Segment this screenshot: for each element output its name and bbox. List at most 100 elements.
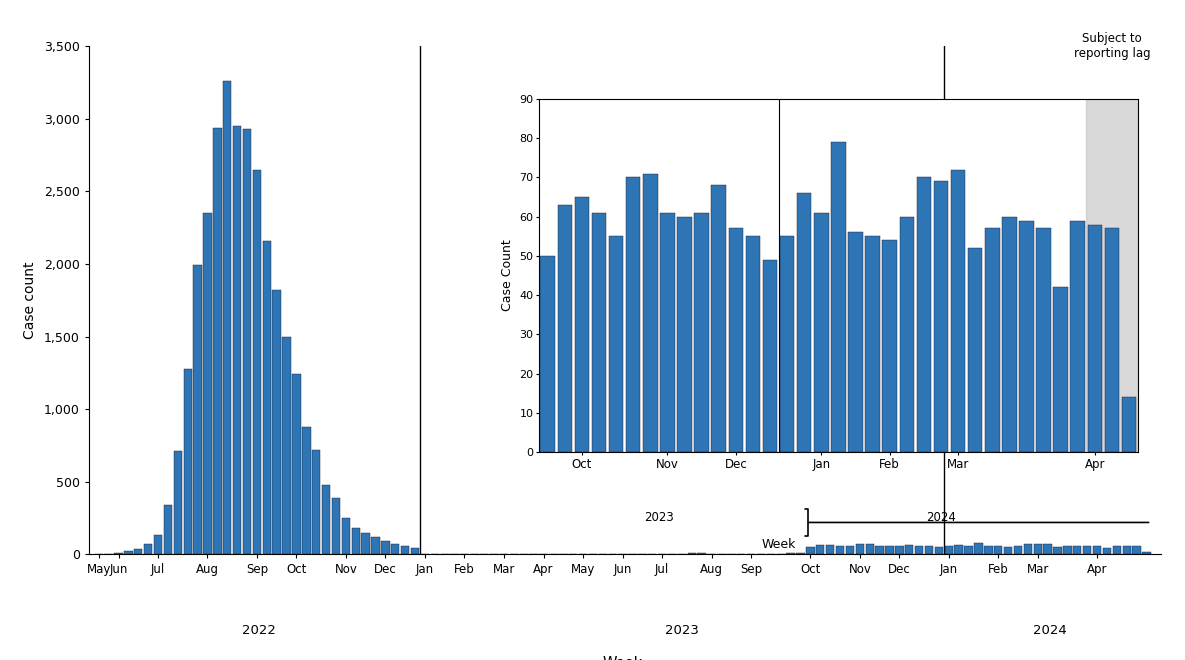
Bar [806,547,814,554]
Bar [915,546,923,554]
Bar [895,546,904,554]
Y-axis label: Case count: Case count [23,261,37,339]
Bar [678,216,692,452]
Bar [263,241,271,554]
Bar [609,236,623,452]
Bar [1003,216,1017,452]
Bar [1074,546,1082,554]
Bar [856,544,864,554]
Bar [322,484,331,554]
Bar [763,260,777,452]
Bar [954,544,963,554]
Text: 2022: 2022 [243,624,276,637]
Bar [540,256,555,452]
Bar [968,248,982,452]
Bar [694,213,709,452]
Bar [826,545,834,554]
Bar [204,213,212,554]
Bar [282,337,290,554]
Bar [1087,99,1138,452]
Bar [382,541,390,554]
Bar [1122,397,1136,452]
Bar [865,236,879,452]
Bar [591,213,607,452]
Bar [985,228,999,452]
Bar [626,178,640,452]
Bar [252,170,261,554]
Bar [787,553,795,554]
Bar [974,543,982,554]
Bar [1133,546,1141,554]
Bar [729,228,743,452]
Bar [341,518,350,554]
Text: Week: Week [602,656,642,660]
Y-axis label: Case Count: Case Count [501,240,514,312]
Bar [1033,544,1042,554]
Bar [243,129,251,554]
Bar [145,544,153,554]
Bar [883,240,897,452]
Bar [164,505,172,554]
Bar [293,374,301,554]
Text: 2024: 2024 [1033,624,1066,637]
Bar [924,546,934,554]
Bar [917,178,931,452]
Bar [1024,544,1032,554]
Bar [1104,228,1119,452]
Bar [312,450,320,554]
Bar [233,126,242,554]
Bar [950,170,966,452]
Bar [711,185,726,452]
Text: 2024: 2024 [925,511,956,524]
Bar [114,552,123,554]
Bar [1103,548,1112,554]
Bar [865,544,873,554]
Bar [361,533,370,554]
Bar [1053,547,1062,554]
Bar [687,553,696,554]
Bar [223,81,231,554]
Bar [965,546,973,554]
Bar [798,193,812,452]
Text: 2023: 2023 [643,511,674,524]
Bar [831,142,846,452]
Bar [984,546,993,554]
Bar [302,426,310,554]
Text: Subject to
reporting lag: Subject to reporting lag [1074,32,1151,60]
Bar [1113,546,1121,554]
Bar [643,174,658,452]
Bar [1014,546,1023,554]
Bar [814,213,828,452]
Bar [1004,546,1012,554]
Bar [816,545,825,554]
Bar [876,546,884,554]
Bar [835,546,844,554]
Bar [273,290,281,554]
Bar [745,236,760,452]
Bar [698,553,706,554]
Bar [213,127,222,554]
Bar [411,548,419,554]
Bar [660,213,674,452]
Bar [1083,546,1091,554]
Bar [391,544,399,554]
Bar [1093,546,1101,554]
Bar [905,544,914,554]
Text: Week: Week [761,539,796,551]
Bar [575,197,589,452]
Bar [1142,552,1151,554]
Bar [899,216,914,452]
Bar [332,498,340,554]
Bar [944,546,953,554]
Bar [184,368,192,554]
Bar [193,265,201,554]
Bar [796,553,805,554]
Bar [371,537,379,554]
Bar [1037,228,1051,452]
Bar [994,546,1003,554]
Bar [885,546,893,554]
Bar [1019,220,1033,452]
Bar [154,535,162,554]
Bar [935,547,943,554]
Bar [134,549,142,554]
